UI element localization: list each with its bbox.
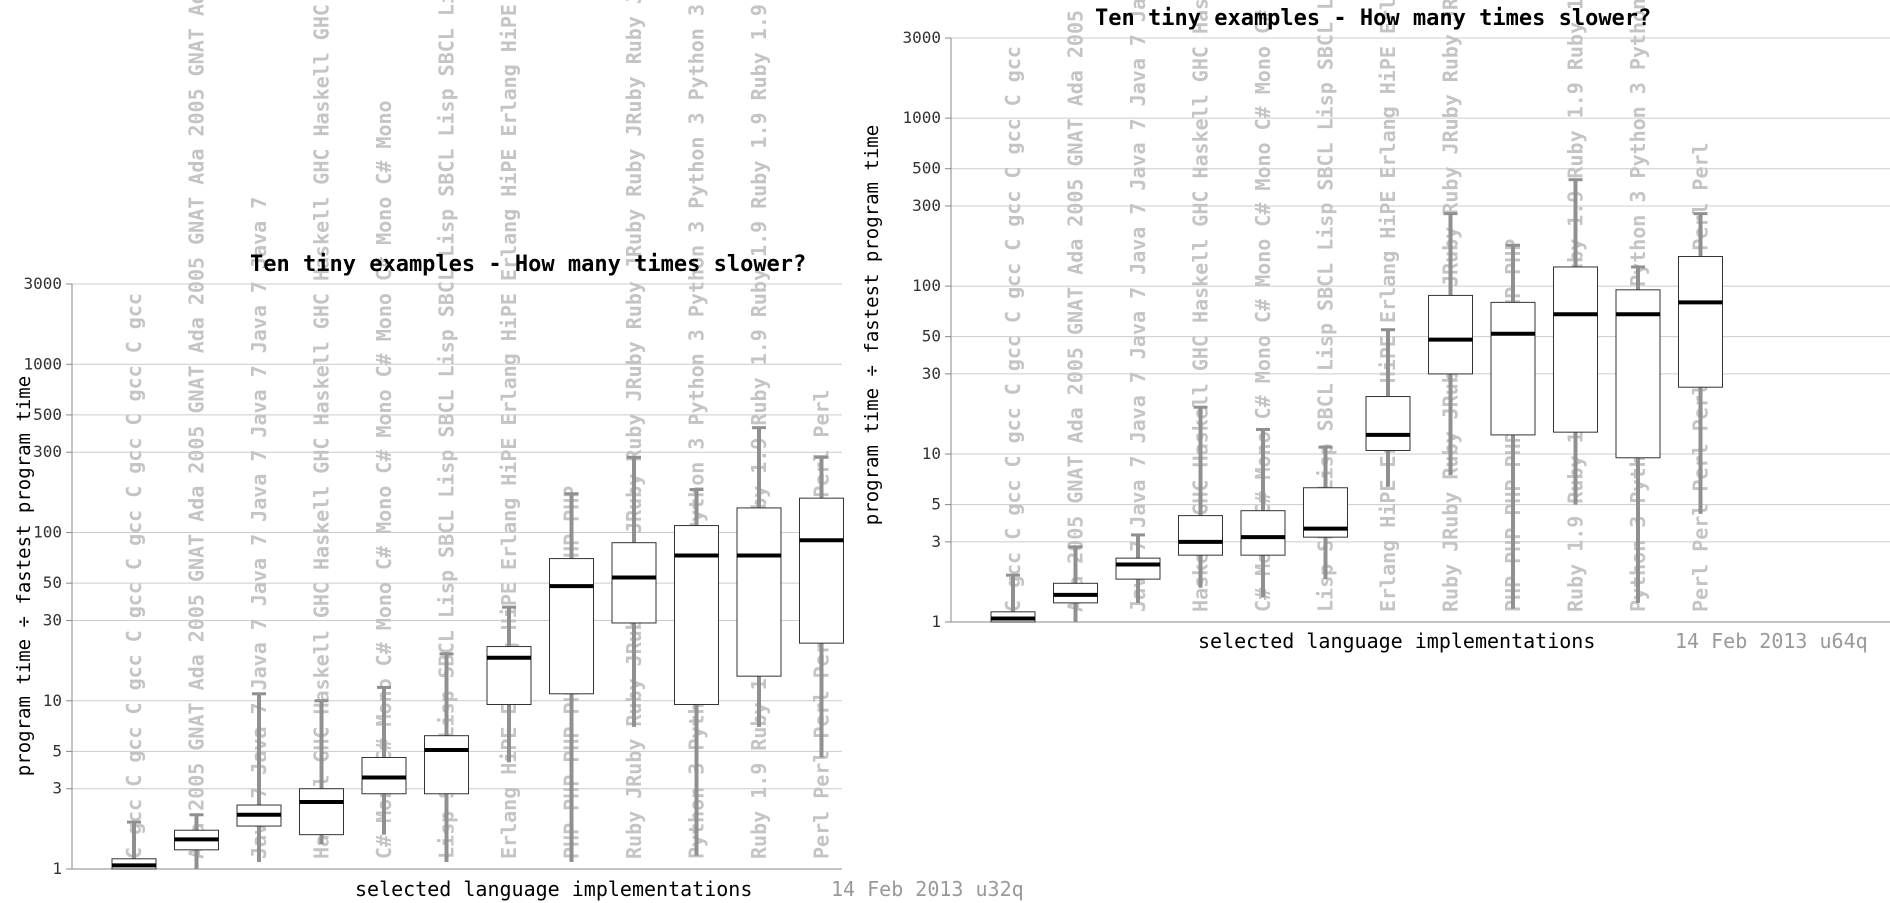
box [736, 507, 782, 677]
box [799, 497, 844, 644]
y-axis-label: program time ÷ fastest program time [13, 376, 35, 776]
footer-date: 14 Feb 2013 u64q [1675, 629, 1868, 653]
box [1615, 289, 1661, 459]
box [1428, 294, 1473, 375]
category-label: C gcc C gcc C gcc C gcc C gcc C gcc C gc… [1001, 46, 1025, 612]
box [611, 542, 657, 624]
box [674, 525, 719, 706]
x-axis-label: selected language implementations [1198, 629, 1595, 653]
y-tick-label: 500 [33, 405, 62, 424]
y-tick-label: 1 [52, 859, 62, 878]
y-tick-label: 300 [912, 196, 941, 215]
y-tick-label: 5 [931, 495, 941, 514]
box [1115, 557, 1161, 580]
category-label: Ada 2005 GNAT Ada 2005 GNAT Ada 2005 GNA… [185, 0, 209, 859]
y-tick-label: 5 [52, 741, 62, 760]
y-tick-label: 10 [922, 444, 941, 463]
category-label: Ada 2005 GNAT Ada 2005 GNAT Ada 2005 GNA… [1064, 0, 1088, 612]
box [1365, 396, 1411, 451]
box [486, 646, 532, 706]
box [1553, 266, 1598, 433]
y-tick-label: 500 [912, 159, 941, 178]
y-tick-label: 50 [43, 573, 62, 592]
y-tick-label: 1000 [23, 354, 62, 373]
category-label: Ruby JRuby Ruby JRuby Ruby JRuby Ruby JR… [622, 0, 646, 859]
y-tick-label: 30 [43, 610, 62, 629]
y-tick-label: 100 [912, 276, 941, 295]
category-label: Java 7 Java 7 Java 7 Java 7 Java 7 Java … [1126, 0, 1150, 612]
chart-title: Ten tiny examples - How many times slowe… [250, 252, 806, 277]
x-axis-label: selected language implementations [355, 877, 752, 901]
box [1178, 515, 1223, 556]
y-tick-label: 100 [33, 523, 62, 542]
y-axis-label: program time ÷ fastest program time [861, 125, 883, 525]
y-tick-label: 3 [52, 779, 62, 798]
y-tick-label: 1000 [902, 108, 941, 127]
y-tick-label: 1 [931, 612, 941, 631]
footer-date: 14 Feb 2013 u32q [831, 877, 1024, 901]
box [1240, 510, 1286, 556]
y-tick-label: 30 [922, 364, 941, 383]
y-tick-label: 300 [33, 442, 62, 461]
box [299, 788, 344, 836]
chart-u32q: 1 3 5 10 30 50 100 300 500 1000 3000 C gcc C gcc C … [13, 0, 1024, 901]
chart-title: Ten tiny examples - How many times slowe… [1095, 6, 1651, 31]
y-tick-label: 50 [922, 327, 941, 346]
y-tick-label: 3 [931, 532, 941, 551]
category-label: Erlang HiPE Erlang HiPE Erlang HiPE Erla… [1376, 0, 1400, 612]
y-tick-label: 3000 [902, 28, 941, 47]
y-tick-label: 10 [43, 691, 62, 710]
category-label: C gcc C gcc C gcc C gcc C gcc C gcc C gc… [122, 293, 146, 859]
box [1678, 256, 1723, 388]
chart-u64q: 1 3 5 10 30 50 100 300 500 1000 3000 C gcc C gcc C … [861, 0, 1890, 669]
box [424, 735, 469, 795]
box [1490, 301, 1536, 436]
y-tick-label: 3000 [23, 274, 62, 293]
box [549, 558, 594, 695]
